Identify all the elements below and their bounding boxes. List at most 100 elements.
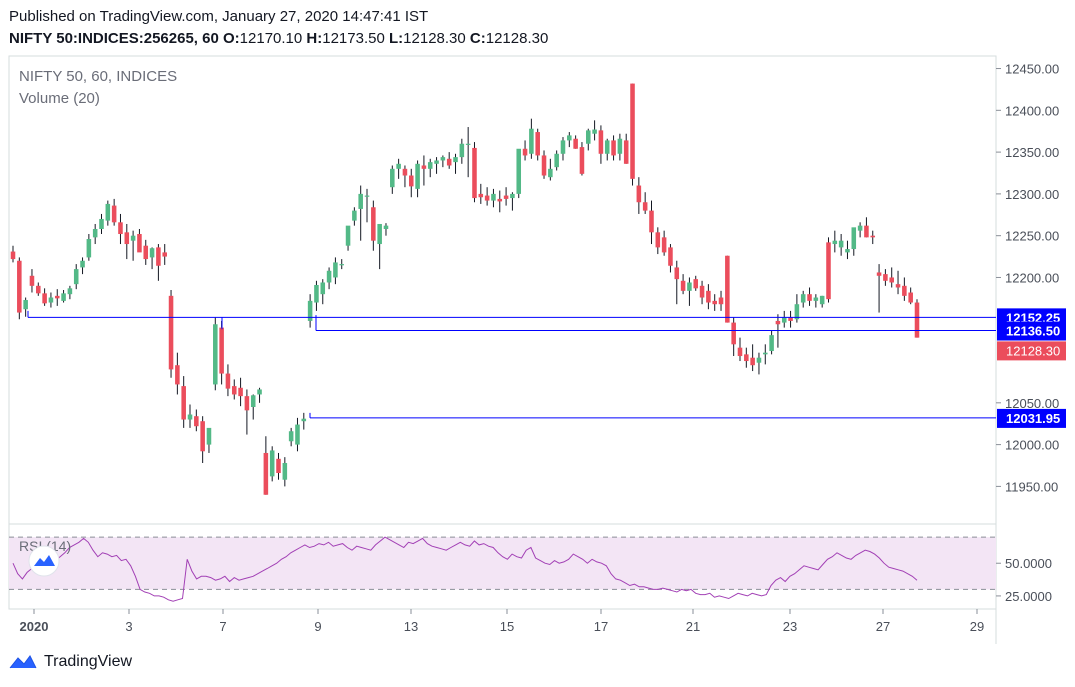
candle-up xyxy=(326,270,332,283)
candle-up xyxy=(358,193,363,209)
candle-down xyxy=(225,373,231,389)
candle-up xyxy=(592,129,597,134)
candle-down xyxy=(175,365,180,385)
candle-down xyxy=(263,452,269,495)
candle-down xyxy=(680,280,686,291)
candle-down xyxy=(200,421,205,452)
candle-down xyxy=(29,275,35,286)
time-tick-label: 15 xyxy=(500,619,514,634)
candle-up xyxy=(832,240,838,245)
level-price-tag xyxy=(997,321,1066,341)
candle-down xyxy=(870,235,876,238)
candle-up xyxy=(23,300,28,310)
candle-down xyxy=(535,132,540,156)
candle-down xyxy=(231,386,237,395)
candle-up xyxy=(149,248,155,258)
candle-down xyxy=(914,302,920,338)
candle-down xyxy=(889,277,894,283)
candle-down xyxy=(744,354,749,362)
candle-down xyxy=(36,285,41,294)
candle-up xyxy=(491,193,496,201)
candle-up xyxy=(92,228,98,238)
price-tick-label: 11950.00 xyxy=(1005,479,1058,494)
candle-down xyxy=(649,210,654,233)
candle-up xyxy=(314,284,319,303)
candle-down xyxy=(668,247,673,266)
candle-down xyxy=(168,295,174,370)
candle-down xyxy=(143,245,149,260)
candle-up xyxy=(187,414,193,420)
last-price-tag xyxy=(997,341,1066,361)
candle-down xyxy=(421,165,427,169)
candle-up xyxy=(301,418,307,422)
candle-up xyxy=(352,210,357,221)
candle-down xyxy=(541,155,547,176)
candle-up xyxy=(73,269,79,285)
candle-down xyxy=(162,252,167,257)
candle-up xyxy=(585,130,591,144)
price-tick-label: 12350.00 xyxy=(1005,145,1059,160)
candle-down xyxy=(864,225,869,238)
candle-up xyxy=(48,297,54,303)
level-price-tag xyxy=(997,408,1066,428)
candle-up xyxy=(257,389,262,395)
close-value: 12128.30 xyxy=(485,30,549,47)
candle-down xyxy=(54,295,60,299)
candle-down xyxy=(111,205,117,223)
time-tick-label: 23 xyxy=(783,619,797,634)
rsi-tick-label: 50.0000 xyxy=(1005,556,1052,571)
brand-name: TradingView xyxy=(44,653,133,670)
level-price-label: 12031.95 xyxy=(1006,411,1060,426)
candle-up xyxy=(567,135,572,141)
candle-up xyxy=(295,424,300,445)
candle-down xyxy=(408,175,414,187)
candle-up xyxy=(105,203,111,221)
candle-down xyxy=(731,322,736,345)
candle-up xyxy=(756,357,762,363)
candle-down xyxy=(219,327,224,374)
candle-down xyxy=(611,140,616,156)
time-tick-label: 13 xyxy=(404,619,418,634)
candle-down xyxy=(42,293,47,304)
candle-down xyxy=(902,285,907,296)
candle-up xyxy=(67,288,73,295)
candle-up xyxy=(465,143,471,145)
publish-info: Published on TradingView.com, January 27… xyxy=(9,8,429,25)
candle-down xyxy=(598,130,604,154)
time-tick-label: 21 xyxy=(686,619,700,634)
price-tick-label: 12000.00 xyxy=(1005,438,1059,453)
candle-up xyxy=(396,163,401,169)
candle-up xyxy=(377,223,382,245)
time-tick-label: 29 xyxy=(970,619,984,634)
price-tick-label: 12050.00 xyxy=(1005,396,1059,411)
footer-brand: TradingView xyxy=(8,652,132,672)
candle-down xyxy=(750,357,755,366)
rsi-line xyxy=(12,536,918,602)
candle-up xyxy=(838,240,844,248)
candle-down xyxy=(446,158,452,166)
candle-up xyxy=(769,335,774,352)
time-tick-label: 3 xyxy=(125,619,132,634)
candle-down xyxy=(181,386,186,420)
candle-down xyxy=(807,294,812,301)
candle-up xyxy=(453,157,458,163)
candle-down xyxy=(522,148,528,156)
candle-down xyxy=(503,195,509,199)
candle-up xyxy=(206,427,212,445)
candle-up xyxy=(390,168,395,188)
candle-down xyxy=(472,147,477,199)
candle-up xyxy=(269,450,275,477)
candle-up xyxy=(440,157,446,161)
candle-up xyxy=(427,162,433,169)
candle-up xyxy=(459,143,465,158)
ohlc-line: NIFTY 50:INDICES:256265, 60 O:12170.10 H… xyxy=(9,28,548,50)
candle-up xyxy=(510,193,515,199)
candle-down xyxy=(623,140,629,164)
candle-down xyxy=(642,202,648,211)
high-value: 12173.50 xyxy=(322,30,385,47)
chart-title: NIFTY 50, 60, INDICES xyxy=(19,68,177,85)
candle-down xyxy=(895,284,901,288)
candle-up xyxy=(213,324,218,385)
time-tick-label: 2020 xyxy=(20,619,49,634)
